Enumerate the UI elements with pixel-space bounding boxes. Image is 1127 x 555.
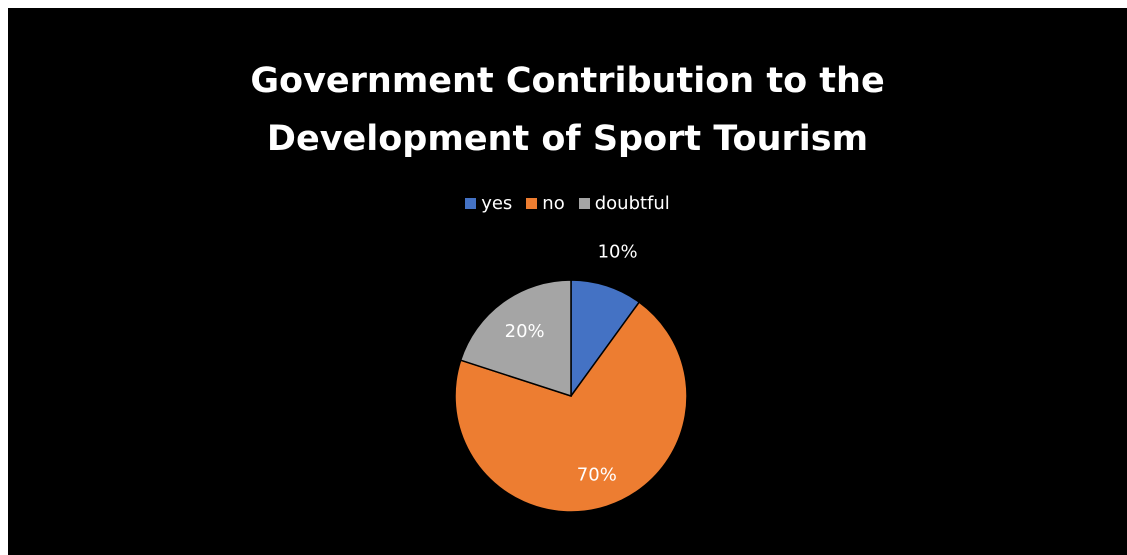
chart-legend: yes no doubtful xyxy=(8,193,1127,214)
pie-slice-doubtful xyxy=(459,279,572,398)
legend-label-yes: yes xyxy=(481,193,513,214)
legend-swatch-doubtful xyxy=(578,198,590,209)
legend-swatch-no xyxy=(526,198,538,209)
chart-title: Government Contribution to the Developme… xyxy=(8,52,1127,168)
pie-labels: 10% 70% 20% xyxy=(505,242,638,486)
pie-slices xyxy=(454,279,688,513)
data-label-doubtful: 20% xyxy=(505,321,545,342)
legend-label-doubtful: doubtful xyxy=(594,193,670,214)
legend-item-no: no xyxy=(526,193,565,214)
chart-title-line-1: Government Contribution to the xyxy=(250,61,885,101)
pie-chart: 10% 70% 20% xyxy=(454,242,688,513)
pie-slice-no xyxy=(454,301,688,513)
chart-title-line-2: Development of Sport Tourism xyxy=(266,119,869,159)
legend-item-doubtful: doubtful xyxy=(578,193,670,214)
legend-label-no: no xyxy=(542,193,565,214)
legend-item-yes: yes xyxy=(465,193,512,214)
data-label-no: 70% xyxy=(577,464,617,485)
legend-swatch-yes xyxy=(465,198,477,209)
pie-slice-yes xyxy=(570,279,641,399)
data-label-yes: 10% xyxy=(598,242,638,263)
chart-area: Government Contribution to the Developme… xyxy=(8,8,1127,555)
